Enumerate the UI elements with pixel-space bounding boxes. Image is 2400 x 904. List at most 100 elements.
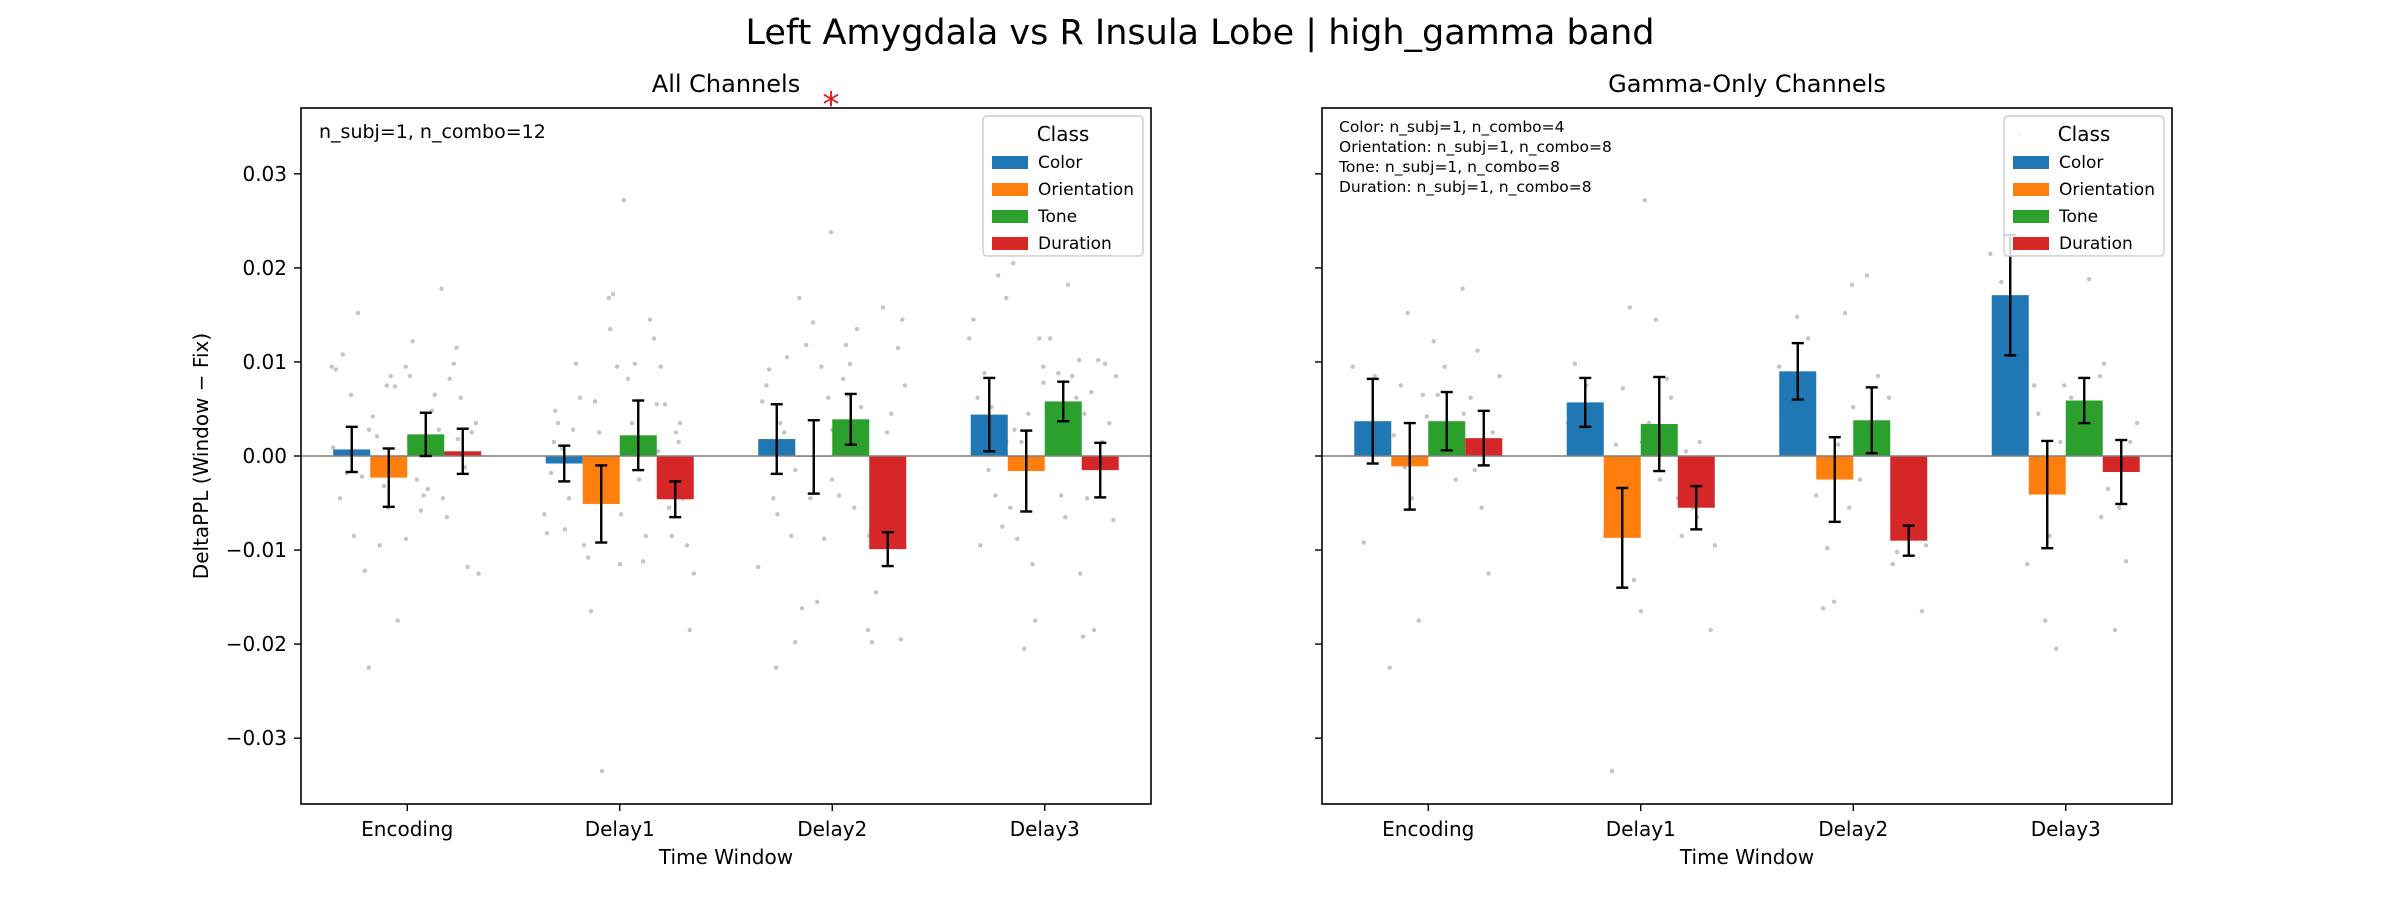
panel-2-scatter-point	[1712, 543, 1718, 548]
panel-1-scatter-point	[381, 483, 387, 489]
panel-1-scatter-point	[808, 496, 813, 501]
panel-1-scatter-point	[548, 470, 554, 476]
panel-1-scatter-point	[1030, 561, 1035, 567]
panel-2-scatter-point	[1864, 273, 1870, 278]
panel-1-xtick-label-delay2: Delay2	[797, 817, 867, 841]
panel-1-scatter-point	[585, 555, 591, 560]
panel-2-scatter-point	[1424, 414, 1429, 419]
panel-1-scatter-point	[884, 430, 890, 435]
panel-1-scatter-point	[366, 665, 371, 670]
panel-2-scatter-point	[1776, 364, 1782, 369]
panel-1-scatter-point	[777, 420, 783, 426]
panel-1-scatter-point	[766, 367, 772, 372]
panel-2-scatter-point	[2062, 383, 2067, 388]
panel-1-scatter-point	[858, 404, 864, 410]
panel-1-scatter-point	[451, 361, 456, 367]
panel-2-scatter-point	[1657, 477, 1663, 482]
panel-1-scatter-point	[803, 342, 809, 348]
panel-2-legend-label-color: Color	[2059, 153, 2103, 173]
panel-1-scatter-point	[1080, 634, 1086, 639]
panel-1-scatter-point	[388, 373, 394, 379]
panel-2-scatter-point	[1453, 477, 1458, 482]
panel-2-scatter-point	[2068, 395, 2074, 400]
panel-1-xlabel: Time Window	[658, 845, 793, 869]
panel-1-scatter-point	[1000, 524, 1005, 529]
panel-1-scatter-point	[625, 376, 631, 382]
panel-2-scatter-point	[2101, 361, 2107, 367]
panel-1-ytick-label: 0.02	[242, 256, 287, 280]
panel-1-scatter-point	[784, 355, 790, 360]
panel-1-scatter-point	[562, 527, 568, 532]
panel-2-scatter-point	[1850, 404, 1856, 410]
panel-2-legend: Class Color Orientation Tone Duration	[2003, 115, 2165, 257]
panel-2-scatter-point	[1820, 606, 1826, 611]
panel-1-scatter-point	[836, 493, 842, 498]
panel-2-scatter-point	[1620, 386, 1626, 391]
panel-1-scatter-point	[330, 445, 336, 450]
panel-1-scatter-point	[789, 533, 794, 539]
panel-1-scatter-point	[755, 564, 761, 570]
panel-1-scatter-point	[469, 430, 474, 435]
panel-1-scatter-point	[447, 376, 452, 382]
panel-1-scatter-point	[403, 536, 409, 541]
panel-1-xtick-label-encoding: Encoding	[361, 817, 453, 841]
panel-1-scatter-point	[421, 493, 426, 498]
panel-2-scatter-point	[2058, 439, 2063, 445]
panel-1-scatter-point	[986, 467, 991, 473]
panel-1-scatter-point	[654, 402, 660, 407]
panel-1-scatter-point	[1004, 295, 1009, 301]
panel-2-scatter-point	[1461, 411, 1466, 416]
panel-1-scatter-point	[1063, 514, 1068, 520]
panel-2-scatter-point	[1572, 361, 1578, 367]
panel-1-scatter-point	[610, 292, 616, 297]
panel-2-scatter-point	[1398, 383, 1403, 388]
panel-1-scatter-point	[658, 364, 663, 369]
panel-1-scatter-point	[351, 533, 357, 539]
panel-1-legend-label-color: Color	[1038, 153, 1082, 173]
panel-1-scatter-point	[647, 317, 653, 322]
panel-1-scatter-point	[773, 665, 779, 670]
panel-2-scatter-point	[1609, 768, 1615, 774]
panel-2-scatter-point	[1486, 571, 1491, 576]
panel-1-legend-swatch-orientation	[992, 183, 1028, 196]
panel-1-scatter-point	[673, 430, 679, 435]
panel-1-scatter-point	[348, 392, 354, 398]
panel-2-legend-swatch-tone	[2013, 210, 2049, 223]
panel-2-scatter-point	[1890, 561, 1896, 567]
panel-1-scatter-point	[1070, 373, 1075, 379]
panel-2-scatter-point	[1683, 449, 1689, 454]
panel-1-scatter-point	[425, 486, 431, 492]
panel-1-scatter-point	[384, 383, 389, 388]
panel-1-scatter-point	[476, 571, 481, 576]
panel-2-scatter-point	[1653, 317, 1659, 322]
panel-2-scatter-point	[1460, 286, 1465, 291]
panel-1-legend-swatch-duration	[992, 237, 1028, 250]
panel-1-scatter-point	[1041, 380, 1046, 385]
figure-suptitle: Left Amygdala vs R Insula Lobe | high_ga…	[745, 13, 1654, 53]
panel-1-scatter-point	[1010, 260, 1016, 266]
panel-1-scatter-point	[359, 474, 365, 479]
panel-1-scatter-point	[676, 439, 681, 445]
panel-2-scatter-point	[2054, 646, 2059, 652]
panel-1-scatter-point	[687, 627, 692, 633]
panel-1-xtick-label-delay1: Delay1	[585, 817, 655, 841]
panel-1-scatter-point	[996, 273, 1001, 278]
panel-2-scatter-point	[1387, 665, 1392, 670]
panel-1-scatter-point	[465, 564, 470, 570]
panel-2-scatter-point	[1613, 442, 1619, 447]
panel-2-scatter-point	[1708, 627, 1713, 633]
panel-1-scatter-point	[392, 384, 398, 389]
panel-1-scatter-point	[851, 505, 857, 510]
panel-1-scatter-point	[978, 543, 983, 548]
panel-1-ytick-label: −0.03	[226, 726, 287, 750]
panel-1-scatter-point	[1056, 371, 1061, 376]
panel-1-scatter-point	[1019, 439, 1024, 445]
panel-2: Gamma-Only Channels Encoding Delay1 Delay2 D…	[1315, 70, 2173, 869]
panel-1-scatter-point	[799, 606, 805, 611]
panel-1-scatter-point	[577, 395, 583, 400]
panel-1-scatter-point	[573, 361, 579, 367]
panel-1-scatter-point	[971, 317, 976, 322]
panel-1-scatter-point	[606, 295, 612, 301]
panel-1-ytick-label: 0.00	[242, 444, 287, 468]
panel-2-scatter-point	[1472, 467, 1477, 473]
